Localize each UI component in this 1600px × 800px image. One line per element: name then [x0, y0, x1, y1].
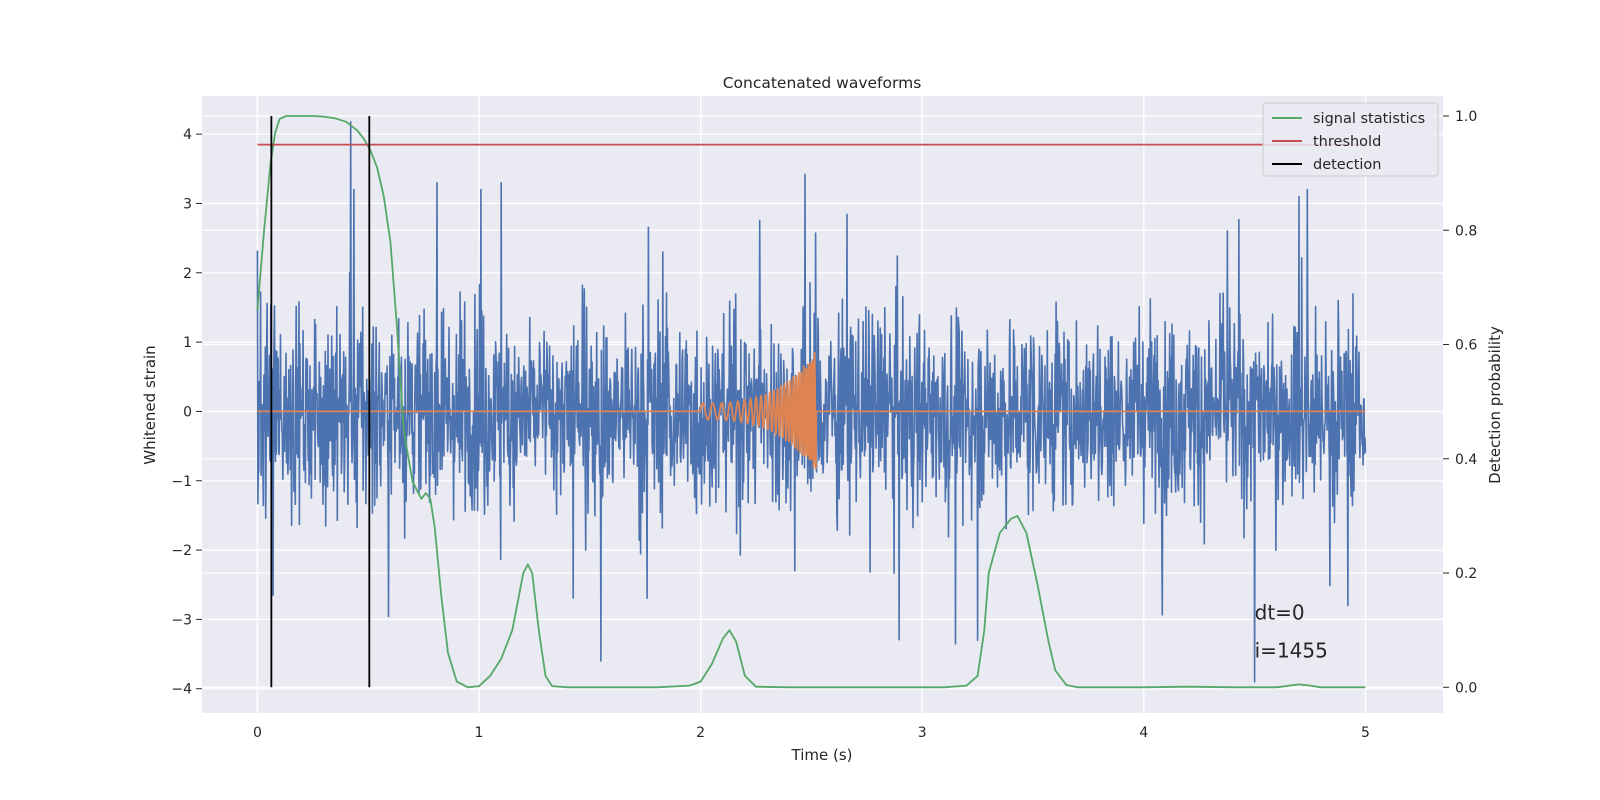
y-tick-label: 3 — [183, 196, 192, 212]
x-tick-label: 2 — [696, 725, 705, 741]
y-tick-label: −2 — [171, 543, 192, 559]
signal-statistics-line — [256, 115, 1366, 689]
annotation-text: dt=0 — [1255, 600, 1305, 624]
x-tick-label: 0 — [253, 725, 262, 741]
y-tick-label: 4 — [183, 127, 192, 143]
x-tick-label: 1 — [475, 725, 484, 741]
chirp-series-line — [257, 351, 1366, 470]
legend: signal statistics threshold detection — [1262, 102, 1439, 177]
y2-tick-label: 0.6 — [1455, 338, 1477, 354]
series-layer — [256, 115, 1367, 689]
y-tick-label: −3 — [171, 612, 192, 628]
y2-tick-label: 1.0 — [1455, 109, 1477, 125]
y-tick-label: 1 — [183, 335, 192, 351]
y2-tick-label: 0.2 — [1455, 566, 1477, 582]
y-tick-label: −4 — [171, 682, 192, 698]
legend-label: signal statistics — [1313, 111, 1425, 127]
x-axis-label: Time (s) — [791, 746, 853, 764]
y-tick-label: 0 — [183, 404, 192, 420]
annotations: dt=0 i=1455 — [1255, 600, 1328, 662]
y2-tick-label: 0.0 — [1455, 680, 1477, 696]
x-tick-label: 5 — [1361, 725, 1370, 741]
annotation-text: i=1455 — [1255, 639, 1328, 663]
legend-label: threshold — [1313, 134, 1381, 150]
y-tick-label: −1 — [171, 474, 192, 490]
legend-box — [1262, 102, 1439, 177]
legend-label: detection — [1313, 157, 1381, 173]
x-tick-label: 3 — [918, 725, 927, 741]
y2-axis-label: Detection probability — [1486, 326, 1504, 484]
y-axis-label: Whitened strain — [141, 345, 159, 464]
x-tick-label: 4 — [1139, 725, 1148, 741]
chart-title: Concatenated waveforms — [723, 74, 922, 92]
ticks-layer: 0 1 2 3 4 5 −4 −3 −2 −1 0 1 2 3 4 0.0 0.2 0.4 0.6 0.8 1.0 — [171, 109, 1477, 741]
y2-tick-label: 0.4 — [1455, 452, 1477, 468]
y-tick-label: 2 — [183, 266, 192, 282]
y2-tick-label: 0.8 — [1455, 223, 1477, 239]
